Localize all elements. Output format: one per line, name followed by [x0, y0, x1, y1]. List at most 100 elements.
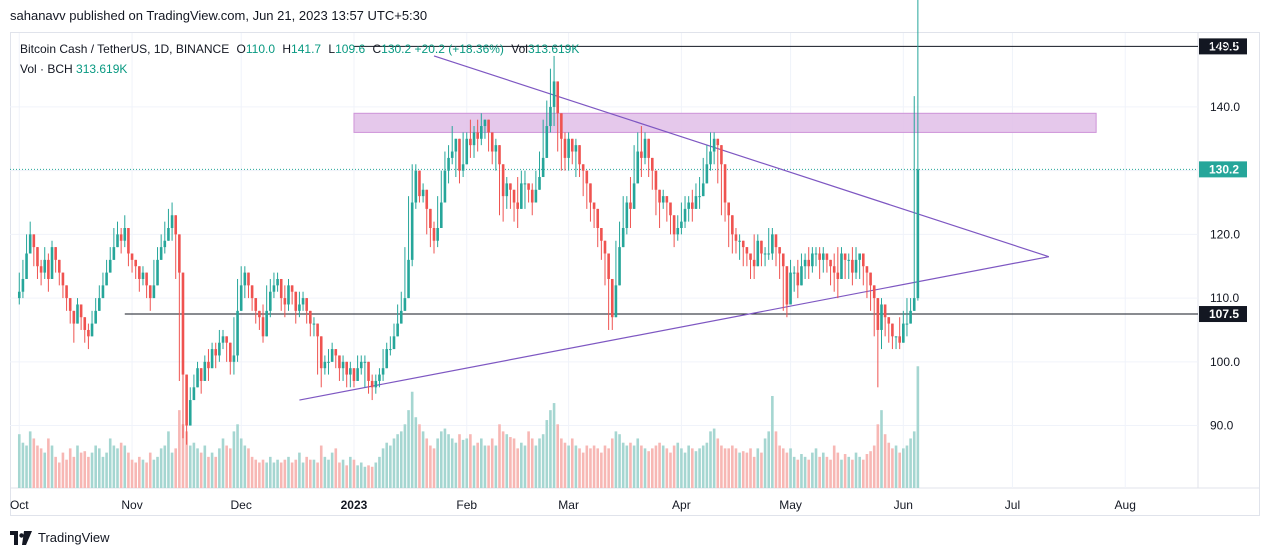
volume-bar	[396, 434, 399, 488]
volume-bar	[261, 459, 265, 488]
candle-body	[152, 285, 156, 299]
candle-body	[61, 272, 65, 286]
volume-bar	[72, 456, 76, 488]
candle-body	[578, 145, 581, 165]
volume-bar	[334, 448, 338, 488]
candle-body	[203, 361, 207, 381]
candle-body	[476, 132, 479, 139]
candle-body	[123, 228, 127, 241]
candle-body	[272, 285, 276, 292]
candle-body	[225, 336, 228, 343]
candle-body	[127, 228, 130, 254]
volume-bar	[134, 462, 137, 488]
candle-body	[650, 157, 654, 171]
x-tick-label: Apr	[672, 498, 691, 512]
volume-bar	[647, 451, 650, 488]
candle-body	[527, 183, 530, 190]
x-tick-label: Jun	[894, 498, 913, 512]
candle-body	[705, 164, 709, 184]
volume-bar	[207, 456, 210, 488]
candle-body	[338, 355, 341, 369]
volume-bar	[876, 424, 880, 488]
volume-bar	[152, 459, 156, 488]
candle-body	[483, 119, 487, 127]
legend-symbol: Bitcoin Cash / TetherUS, 1D, BINANCE	[20, 42, 230, 56]
volume-bar	[101, 456, 105, 488]
legend-close-label: C	[372, 42, 382, 56]
candle-body	[865, 266, 869, 273]
y-tick-label: 120.0	[1210, 227, 1240, 241]
candle-body	[54, 247, 57, 260]
volume-bar	[480, 438, 483, 488]
volume-bar	[87, 456, 90, 488]
candle-body	[709, 151, 712, 165]
volume-bar	[621, 442, 625, 488]
candle-body	[414, 170, 418, 203]
candle-body	[370, 380, 374, 388]
candle-body	[57, 259, 61, 273]
volume-bar	[192, 442, 196, 488]
volume-bar	[472, 445, 476, 488]
volume-bar	[290, 462, 294, 488]
candle-body	[745, 247, 749, 254]
volume-bar	[28, 431, 32, 488]
volume-bar	[912, 431, 916, 488]
legend-high-value: 141.7	[291, 42, 322, 56]
volume-bar	[832, 445, 836, 488]
volume-bar	[818, 456, 821, 488]
volume-bar	[439, 431, 443, 488]
volume-bar	[298, 452, 301, 488]
volume-bar	[178, 410, 181, 488]
volume-bar	[854, 452, 858, 488]
candle-body	[741, 240, 745, 248]
candle-body	[756, 240, 760, 267]
candle-body	[378, 374, 381, 381]
candle-body	[771, 234, 774, 254]
candle-body	[665, 196, 669, 203]
footer-brand[interactable]: TradingView	[38, 530, 110, 545]
volume-bar	[636, 438, 640, 488]
volume-bar	[581, 452, 585, 488]
volume-bar	[341, 459, 345, 488]
volume-bar	[57, 462, 61, 488]
volume-bar	[814, 448, 818, 488]
horizontal-level-label: 149.5	[1209, 39, 1239, 53]
volume-bar	[865, 454, 869, 488]
volume-bar	[181, 424, 185, 488]
candle-body	[138, 266, 141, 279]
volume-bar	[709, 431, 712, 488]
volume-bar	[469, 434, 472, 488]
candle-body	[629, 202, 632, 209]
candle-body	[305, 298, 308, 311]
candle-body	[43, 259, 47, 273]
volume-bar	[680, 448, 683, 488]
volume-bar	[148, 452, 152, 488]
candle-body	[760, 240, 763, 254]
trendline	[299, 256, 1049, 401]
candle-body	[101, 285, 105, 299]
candle-body	[72, 310, 76, 324]
candle-body	[359, 361, 363, 369]
volume-bar	[836, 452, 840, 488]
candle-body	[581, 164, 585, 171]
volume-bar	[829, 459, 832, 488]
candle-body	[698, 196, 701, 198]
legend-open-value: 110.0	[245, 42, 276, 56]
volume-bar	[196, 448, 199, 488]
volume-bar	[880, 410, 883, 488]
candle-body	[829, 259, 832, 267]
volume-bar	[432, 448, 436, 488]
candle-body	[210, 349, 214, 369]
candle-body	[767, 253, 771, 255]
volume-bar	[265, 462, 268, 488]
volume-bar	[108, 438, 112, 488]
volume-bar	[734, 448, 738, 488]
candle-body	[192, 387, 196, 401]
volume-bar	[909, 438, 912, 488]
candle-body	[330, 349, 334, 362]
volume-bar	[716, 438, 720, 488]
tradingview-logo-icon[interactable]	[10, 530, 32, 545]
candle-body	[36, 247, 39, 267]
candle-body	[567, 138, 570, 158]
